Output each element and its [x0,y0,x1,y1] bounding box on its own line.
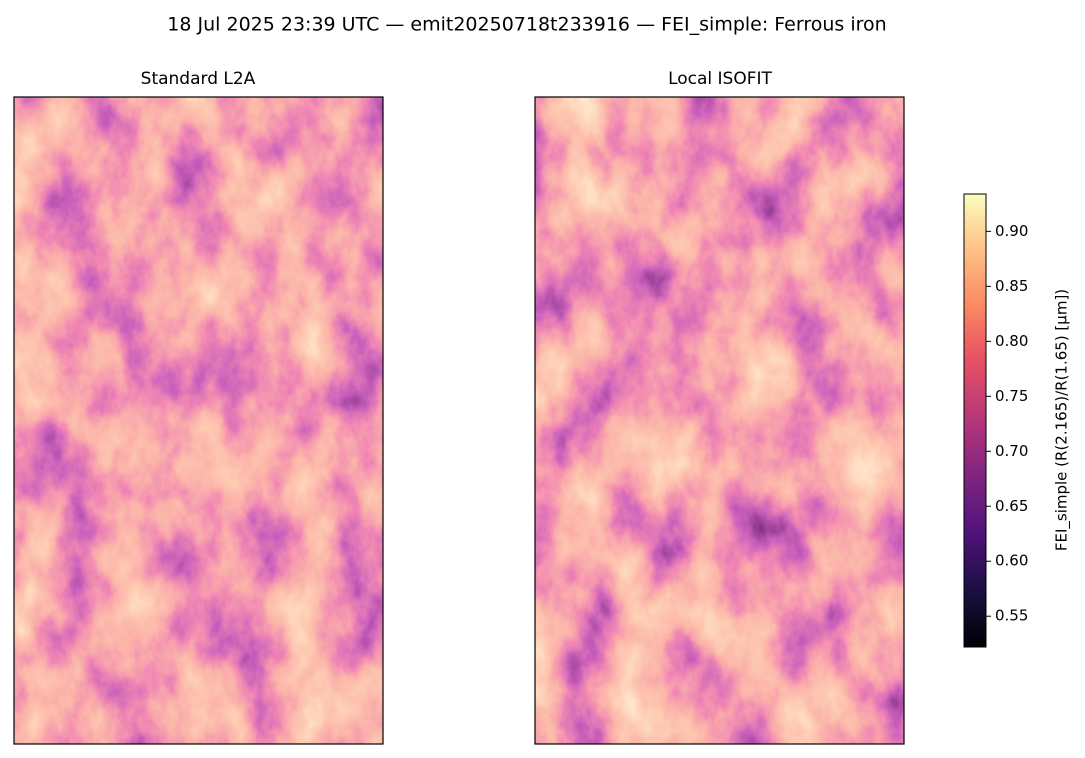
image [14,97,383,744]
tick-label: 0.75 [995,387,1028,405]
tick-label: 0.55 [995,607,1028,625]
image-panel [534,96,905,745]
tick-label: 0.65 [995,497,1028,515]
tick-label: 0.70 [995,442,1028,460]
image-panel [13,96,384,745]
panel-title: Local ISOFIT [668,69,772,89]
panel-title: Standard L2A [141,69,256,89]
tick-label: 0.85 [995,277,1028,295]
tick-label: 0.80 [995,332,1028,350]
colorbar-label: FEI_simple (R(2.165)/R(1.65) [µm]) [1053,289,1072,551]
figure-title: 18 Jul 2025 23:39 UTC — emit20250718t233… [167,14,886,36]
image [535,97,904,744]
tick-label: 0.60 [995,552,1028,570]
frame [534,96,905,745]
tick-label: 0.90 [995,222,1028,240]
colorbar [963,193,987,648]
frame [13,96,384,745]
